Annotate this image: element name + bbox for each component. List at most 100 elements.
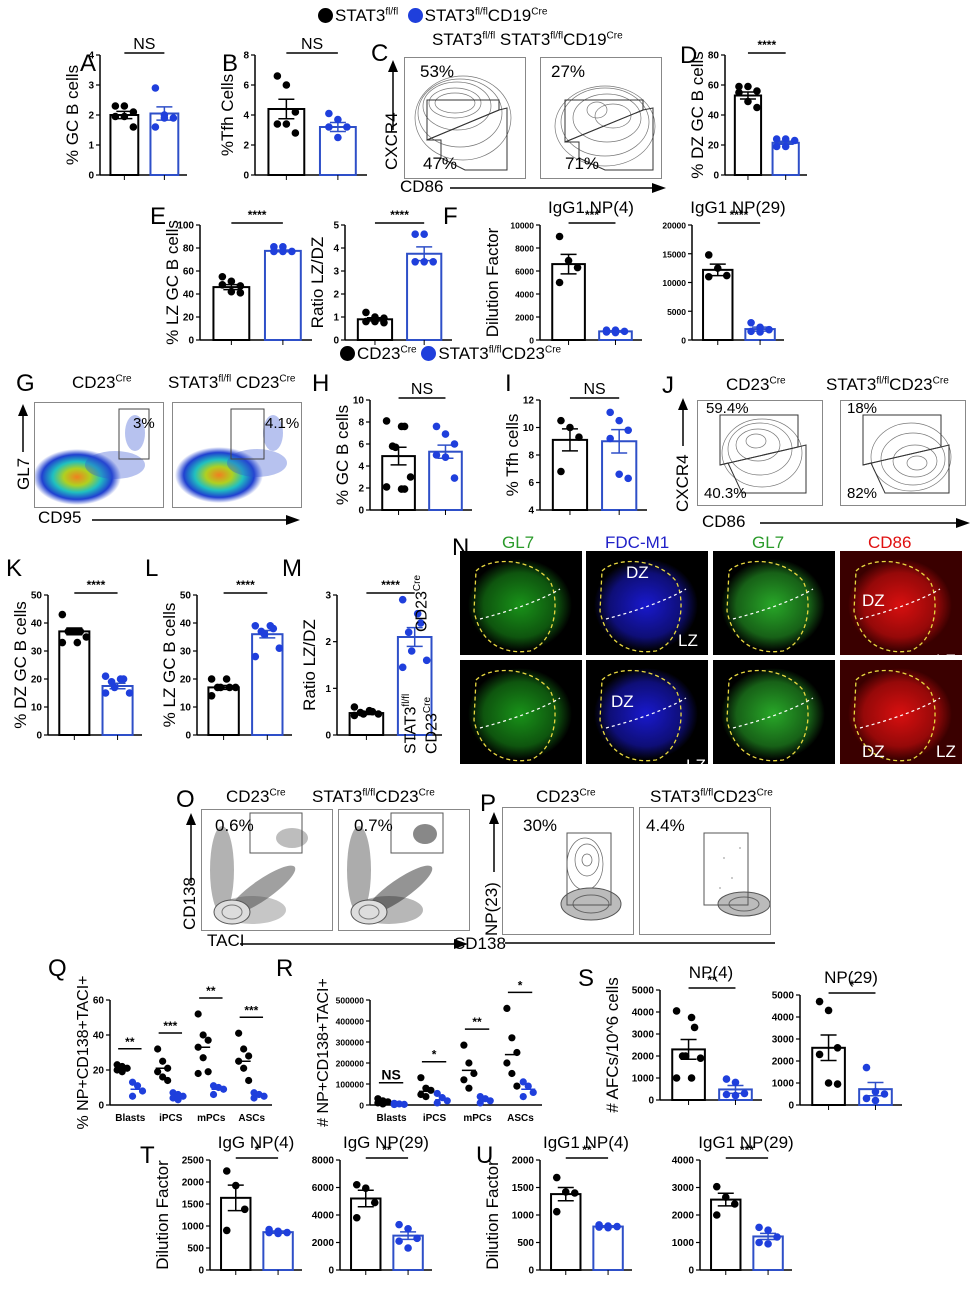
flow-title-2: STAT3fl/flCD23Cre <box>312 787 435 806</box>
svg-text:**: ** <box>707 973 717 987</box>
svg-text:3: 3 <box>88 81 94 92</box>
panel-letter: P <box>480 790 497 817</box>
chart-panel-e1: 0 20 40 60 80 100% LZ GC B cells **** <box>140 195 320 385</box>
panel-letter: S <box>578 965 595 992</box>
chart-panel-m: 0 1 2 3 Ratio LZ/DZ **** <box>285 565 450 780</box>
svg-text:500: 500 <box>517 1238 534 1249</box>
panel-letter: J <box>662 372 674 399</box>
svg-text:6: 6 <box>528 478 534 489</box>
zone-label-lz: LZ <box>936 742 956 761</box>
x-arrow-icon <box>450 183 666 193</box>
svg-text:Ratio LZ/DZ: Ratio LZ/DZ <box>308 237 327 329</box>
svg-text:**: ** <box>125 1035 135 1049</box>
micrograph-r1-c4: DZ LZ <box>840 551 962 655</box>
svg-text:1500: 1500 <box>182 1200 205 1211</box>
legend-dot-control <box>318 8 333 23</box>
svg-text:6000: 6000 <box>515 267 534 277</box>
column-header-fdcm1: FDC-M1 <box>605 533 670 552</box>
svg-text:20: 20 <box>183 313 195 324</box>
svg-text:3000: 3000 <box>632 1030 655 1041</box>
chart-svg: 0 1 2 3 4 % GC B cells NS <box>63 36 187 182</box>
legend-sup: Cre <box>400 344 417 356</box>
svg-text:NS: NS <box>381 1067 400 1083</box>
chart-panel-t1: 0 500 1000 1500 2000 2500 Dilution Factor IgG N… <box>140 1130 310 1315</box>
panel-letter: U <box>476 1142 494 1169</box>
svg-text:2000: 2000 <box>772 1057 795 1068</box>
svg-text:0: 0 <box>788 1101 794 1112</box>
flow-header: STAT3fl/fl STAT3fl/flCD19Cre <box>432 30 623 49</box>
y-arrow-icon <box>186 813 196 883</box>
panel-letter: T <box>140 1142 155 1169</box>
micrograph-r2-c4: DZ LZ <box>840 660 962 764</box>
svg-text:4000: 4000 <box>772 1013 795 1024</box>
svg-text:6000: 6000 <box>312 1183 335 1194</box>
density-plot <box>33 408 150 505</box>
svg-text:% NP+CD138+TACI+: % NP+CD138+TACI+ <box>75 976 92 1130</box>
svg-text:**: ** <box>382 1143 392 1157</box>
svg-text:****: **** <box>248 208 267 222</box>
chart-panel-b: 0 2 4 6 8 %Tfh Cells NS <box>195 25 375 220</box>
svg-text:1000: 1000 <box>772 1079 795 1090</box>
svg-text:60: 60 <box>183 267 195 278</box>
svg-text:200000: 200000 <box>336 1059 365 1069</box>
svg-text:300000: 300000 <box>336 1038 365 1048</box>
zone-label-lz: LZ <box>936 651 956 655</box>
column-header-gl7: GL7 <box>752 533 785 552</box>
flow-plot-1: 30% <box>502 807 634 935</box>
svg-text:4000: 4000 <box>672 1156 695 1167</box>
micrograph-r1-c3 <box>713 551 835 655</box>
svg-text:0: 0 <box>713 171 719 182</box>
svg-text:0: 0 <box>188 336 194 347</box>
svg-text:6: 6 <box>358 440 364 451</box>
svg-text:1000: 1000 <box>512 1211 535 1222</box>
svg-text:****: **** <box>87 578 106 592</box>
svg-text:10: 10 <box>353 396 365 407</box>
svg-text:5: 5 <box>333 221 339 232</box>
svg-text:4: 4 <box>528 506 534 517</box>
svg-text:Blasts: Blasts <box>115 1113 145 1124</box>
chart-panel-k: 0 10 20 30 40 50% DZ GC B cells **** <box>0 565 150 780</box>
x-axis-label: CD86 <box>702 512 746 531</box>
svg-text:0: 0 <box>198 1266 204 1277</box>
legend-suffix: CD23 <box>501 344 545 363</box>
svg-text:40: 40 <box>708 111 720 122</box>
gate-percent-top: 27% <box>551 62 586 81</box>
svg-text:****: **** <box>757 38 776 52</box>
contour-plot <box>414 75 512 171</box>
svg-text:***: *** <box>740 1143 754 1157</box>
legend-mid: CD23Cre STAT3fl/flCD23Cre <box>340 344 561 364</box>
svg-text:# AFCs/10^6 cells: # AFCs/10^6 cells <box>603 977 622 1113</box>
svg-text:NS: NS <box>301 36 323 53</box>
svg-text:400000: 400000 <box>336 1017 365 1027</box>
svg-text:50: 50 <box>180 591 192 602</box>
svg-text:20: 20 <box>31 675 43 686</box>
svg-text:% DZ GC B cells: % DZ GC B cells <box>688 51 707 179</box>
flow-plot-2: 4.4% <box>639 807 771 935</box>
x-arrow-icon <box>240 939 468 949</box>
svg-text:10: 10 <box>180 703 192 714</box>
svg-text:0: 0 <box>185 731 191 742</box>
svg-text:2: 2 <box>88 111 94 122</box>
flow-title-2: STAT3fl/flCD23Cre <box>826 375 949 394</box>
zone-label-lz: LZ <box>686 756 706 764</box>
zone-label-dz: DZ <box>862 591 885 610</box>
svg-text:*: * <box>850 978 855 992</box>
chart-svg: 0 10 20 30 40 50% DZ GC B cells **** <box>11 578 142 742</box>
svg-text:ASCs: ASCs <box>507 1113 534 1124</box>
panel-letter: E <box>150 203 167 230</box>
svg-text:2000: 2000 <box>672 1211 695 1222</box>
x-arrow-icon <box>760 518 970 528</box>
dot-plot <box>347 812 444 925</box>
gate-percent: 4.4% <box>646 816 685 835</box>
svg-text:4000: 4000 <box>632 1008 655 1019</box>
panel-letter: B <box>222 50 239 77</box>
gate-percent-top: 59.4% <box>706 400 749 417</box>
svg-text:8000: 8000 <box>515 244 534 254</box>
svg-text:% Tfh cells: % Tfh cells <box>503 414 522 497</box>
svg-text:4: 4 <box>333 244 339 255</box>
zone-label-dz: DZ <box>862 742 885 761</box>
chart-svg: 0 2 4 6 8 10% GC B cells NS <box>333 381 472 517</box>
svg-text:500: 500 <box>187 1244 204 1255</box>
svg-text:**: ** <box>472 1015 482 1029</box>
svg-text:*: * <box>255 1143 260 1157</box>
